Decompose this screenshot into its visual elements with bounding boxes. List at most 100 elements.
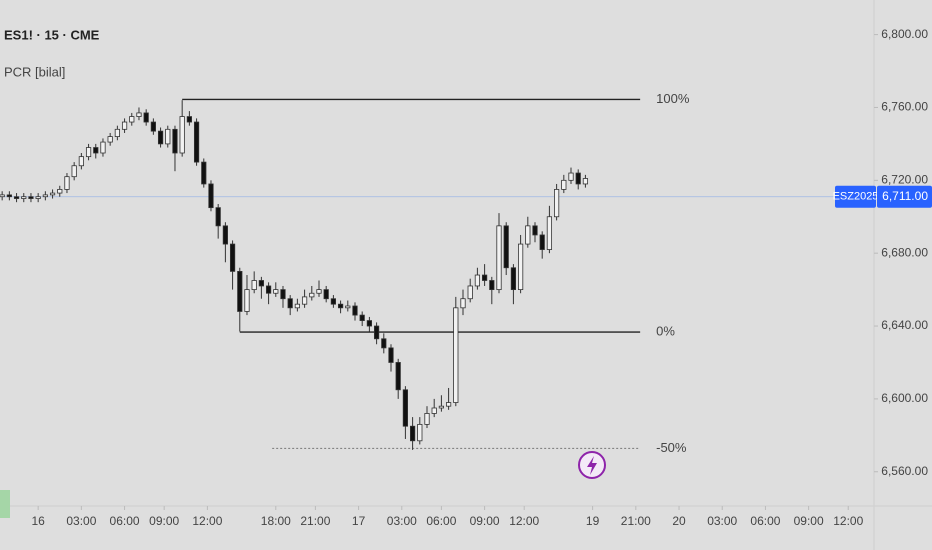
candle-body	[0, 194, 5, 198]
x-tick-label: 09:00	[149, 514, 179, 528]
candle-body	[309, 292, 315, 298]
candle-body	[496, 225, 502, 291]
indicator-name: PCR [bilal]	[4, 64, 65, 79]
corner-widget[interactable]	[0, 490, 10, 518]
candle-body	[525, 225, 531, 245]
y-tick-label: 6,560.00	[881, 464, 928, 478]
y-tick-label: 6,720.00	[881, 172, 928, 186]
symbol-tag-bg	[835, 185, 876, 208]
candle-body	[446, 402, 452, 407]
candle-body	[474, 274, 481, 287]
candle-body	[489, 280, 495, 291]
x-tick-label: 03:00	[66, 514, 96, 528]
candle-body	[114, 128, 120, 138]
x-tick-label: 06:00	[750, 514, 780, 528]
x-tick-label: 06:00	[110, 514, 140, 528]
candle-body	[366, 320, 372, 327]
candle-body	[409, 425, 416, 442]
candle-body	[85, 147, 92, 158]
candle-body	[518, 243, 524, 291]
candle-body	[64, 176, 70, 190]
candle-body	[42, 194, 48, 198]
candle-body	[417, 423, 423, 442]
candle-body	[467, 285, 473, 300]
candle-body	[424, 413, 430, 425]
x-tick-label: 21:00	[300, 514, 330, 528]
candle-body	[229, 243, 236, 272]
candle-body	[265, 285, 272, 294]
level-label: -50%	[656, 440, 687, 455]
candle-body	[201, 161, 207, 185]
candle-body	[539, 234, 545, 250]
y-tick-label: 6,760.00	[881, 100, 928, 114]
candle-body	[57, 189, 63, 194]
candle-body	[554, 189, 560, 218]
alert-bolt	[587, 456, 597, 475]
candle-body	[359, 314, 365, 321]
x-tick-label: 19	[586, 514, 600, 528]
candle-body	[438, 405, 445, 409]
candle-body	[460, 298, 466, 309]
candle-body	[258, 280, 264, 287]
candle-body	[575, 172, 581, 185]
x-tick-label: 09:00	[794, 514, 824, 528]
candle-body	[546, 216, 553, 250]
candle-body	[244, 289, 250, 312]
candle-body	[287, 298, 293, 309]
candle-body	[157, 130, 164, 145]
candle-body	[582, 178, 589, 185]
candle-body	[49, 192, 56, 196]
symbol-tag: ESZ2025	[833, 191, 879, 203]
candle-body	[301, 296, 308, 305]
candle-body	[568, 172, 574, 181]
candle-body	[21, 196, 27, 199]
candle-body	[107, 136, 113, 143]
price-tag-bg	[877, 185, 932, 208]
x-tick-label: 17	[352, 514, 366, 528]
candle-body	[561, 179, 567, 190]
candle-body	[35, 196, 41, 199]
candle-body	[251, 280, 257, 291]
candle-body	[172, 128, 178, 154]
candle-body	[431, 407, 437, 414]
candle-body	[179, 116, 185, 154]
candle-body	[330, 298, 336, 305]
x-tick-label: 20	[672, 514, 686, 528]
candle-body	[532, 225, 538, 236]
x-tick-label: 06:00	[426, 514, 456, 528]
y-tick-label: 6,640.00	[881, 318, 928, 332]
candle-body	[222, 225, 228, 245]
candle-body	[337, 303, 344, 309]
y-tick-label: 6,800.00	[881, 27, 928, 41]
candle-body	[237, 270, 243, 312]
candle-body	[13, 196, 20, 199]
candle-body	[215, 207, 221, 227]
candle-body	[352, 305, 358, 316]
x-tick-label: 09:00	[470, 514, 500, 528]
x-tick-label: 12:00	[833, 514, 863, 528]
alert-icon[interactable]	[578, 451, 606, 479]
candle-body	[395, 362, 401, 391]
candle-body	[165, 128, 171, 145]
y-tick-label: 6,680.00	[881, 245, 928, 259]
candle-body	[453, 307, 459, 403]
candle-body	[510, 267, 517, 291]
candle-body	[129, 116, 135, 123]
candle-body	[208, 183, 214, 209]
candle-body	[143, 112, 149, 123]
candle-body	[323, 289, 329, 300]
candle-body	[294, 303, 300, 309]
candle-body	[6, 194, 12, 198]
level-label: 0%	[656, 323, 675, 338]
x-tick-label: 12:00	[509, 514, 539, 528]
candle-body	[373, 325, 380, 340]
candle-body	[121, 121, 128, 130]
candle-body	[503, 225, 509, 269]
x-tick-label: 12:00	[192, 514, 222, 528]
x-tick-label: 21:00	[621, 514, 651, 528]
candle-body	[93, 147, 99, 154]
candle-body	[280, 289, 286, 300]
